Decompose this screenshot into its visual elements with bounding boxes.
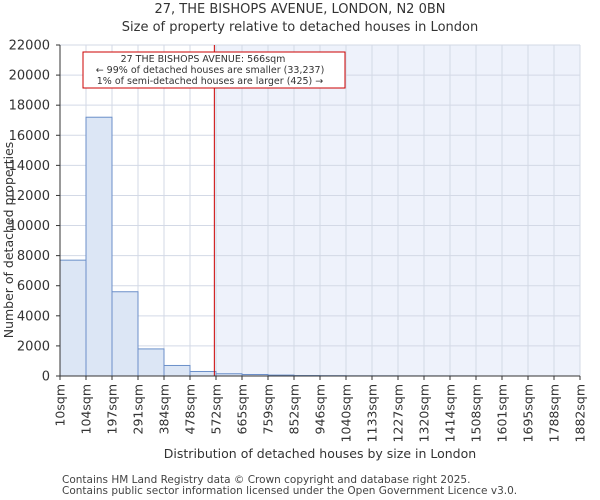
- y-axis-label: Number of detached properties: [1, 142, 16, 339]
- y-tick-label: 12000: [9, 189, 50, 204]
- annotation-box: [82, 51, 346, 89]
- y-tick-label: 8000: [17, 249, 50, 264]
- x-tick-label: 1040sqm: [339, 384, 354, 442]
- x-axis-label: Distribution of detached houses by size …: [164, 446, 476, 461]
- x-tick-label: 1320sqm: [417, 384, 432, 442]
- x-tick-label: 1227sqm: [391, 384, 406, 442]
- histogram-bar: [85, 116, 113, 377]
- y-tick-label: 22000: [9, 39, 50, 54]
- x-tick-label: 1882sqm: [573, 384, 588, 442]
- y-tick-label: 14000: [9, 159, 50, 174]
- y-tick-label: 20000: [9, 69, 50, 84]
- annotation-line-2: ← 99% of detached houses are smaller (33…: [96, 65, 325, 76]
- x-tick-label: 572sqm: [209, 384, 224, 434]
- y-tick-label: 4000: [17, 309, 50, 324]
- x-tick-label: 1508sqm: [469, 384, 484, 442]
- annotation-line-1: 27 THE BISHOPS AVENUE: 566sqm: [121, 54, 286, 65]
- larger-region-shade: [214, 45, 580, 376]
- annotation-line-3: 1% of semi-detached houses are larger (4…: [97, 76, 324, 87]
- x-tick-label: 291sqm: [131, 384, 146, 434]
- y-tick-label: 16000: [9, 129, 50, 144]
- histogram-chart: 0 2000 4000 6000 8000 10000 12000 14000 16000 180…: [1, 39, 588, 462]
- chart-subtitle: Size of property relative to detached ho…: [121, 20, 479, 35]
- y-tick-label: 18000: [9, 99, 50, 114]
- x-tick-label: 665sqm: [235, 384, 250, 434]
- x-tick-label: 478sqm: [183, 384, 198, 434]
- y-tick-label: 0: [42, 370, 50, 385]
- x-tick-label: 1414sqm: [443, 384, 458, 442]
- y-tick-label: 10000: [9, 219, 50, 234]
- footer-line-2: Contains public sector information licen…: [62, 485, 518, 497]
- x-tick-label: 946sqm: [313, 384, 328, 434]
- histogram-bar: [59, 259, 87, 377]
- chart-title: 27, THE BISHOPS AVENUE, LONDON, N2 0BN: [154, 2, 446, 17]
- x-tick-label: 1695sqm: [521, 384, 536, 442]
- x-tick-label: 759sqm: [261, 384, 276, 434]
- y-tick-label: 6000: [17, 279, 50, 294]
- histogram-bar: [189, 370, 217, 377]
- x-tick-label: 104sqm: [79, 384, 94, 434]
- marker-annotation: 27 THE BISHOPS AVENUE: 566sqm ← 99% of d…: [82, 51, 346, 89]
- y-tick-label: 2000: [17, 339, 50, 354]
- histogram-bar: [111, 291, 139, 377]
- x-tick-label: 197sqm: [105, 384, 120, 434]
- histogram-bar: [163, 364, 191, 377]
- x-tick-label: 384sqm: [157, 384, 172, 434]
- x-tick-label: 1601sqm: [495, 384, 510, 442]
- x-tick-label: 10sqm: [53, 384, 68, 427]
- x-tick-label: 852sqm: [287, 384, 302, 434]
- histogram-bar: [137, 348, 165, 377]
- footer-line-1: Contains HM Land Registry data © Crown c…: [62, 474, 471, 486]
- x-tick-label: 1133sqm: [365, 384, 380, 442]
- x-tick-label: 1788sqm: [547, 384, 562, 442]
